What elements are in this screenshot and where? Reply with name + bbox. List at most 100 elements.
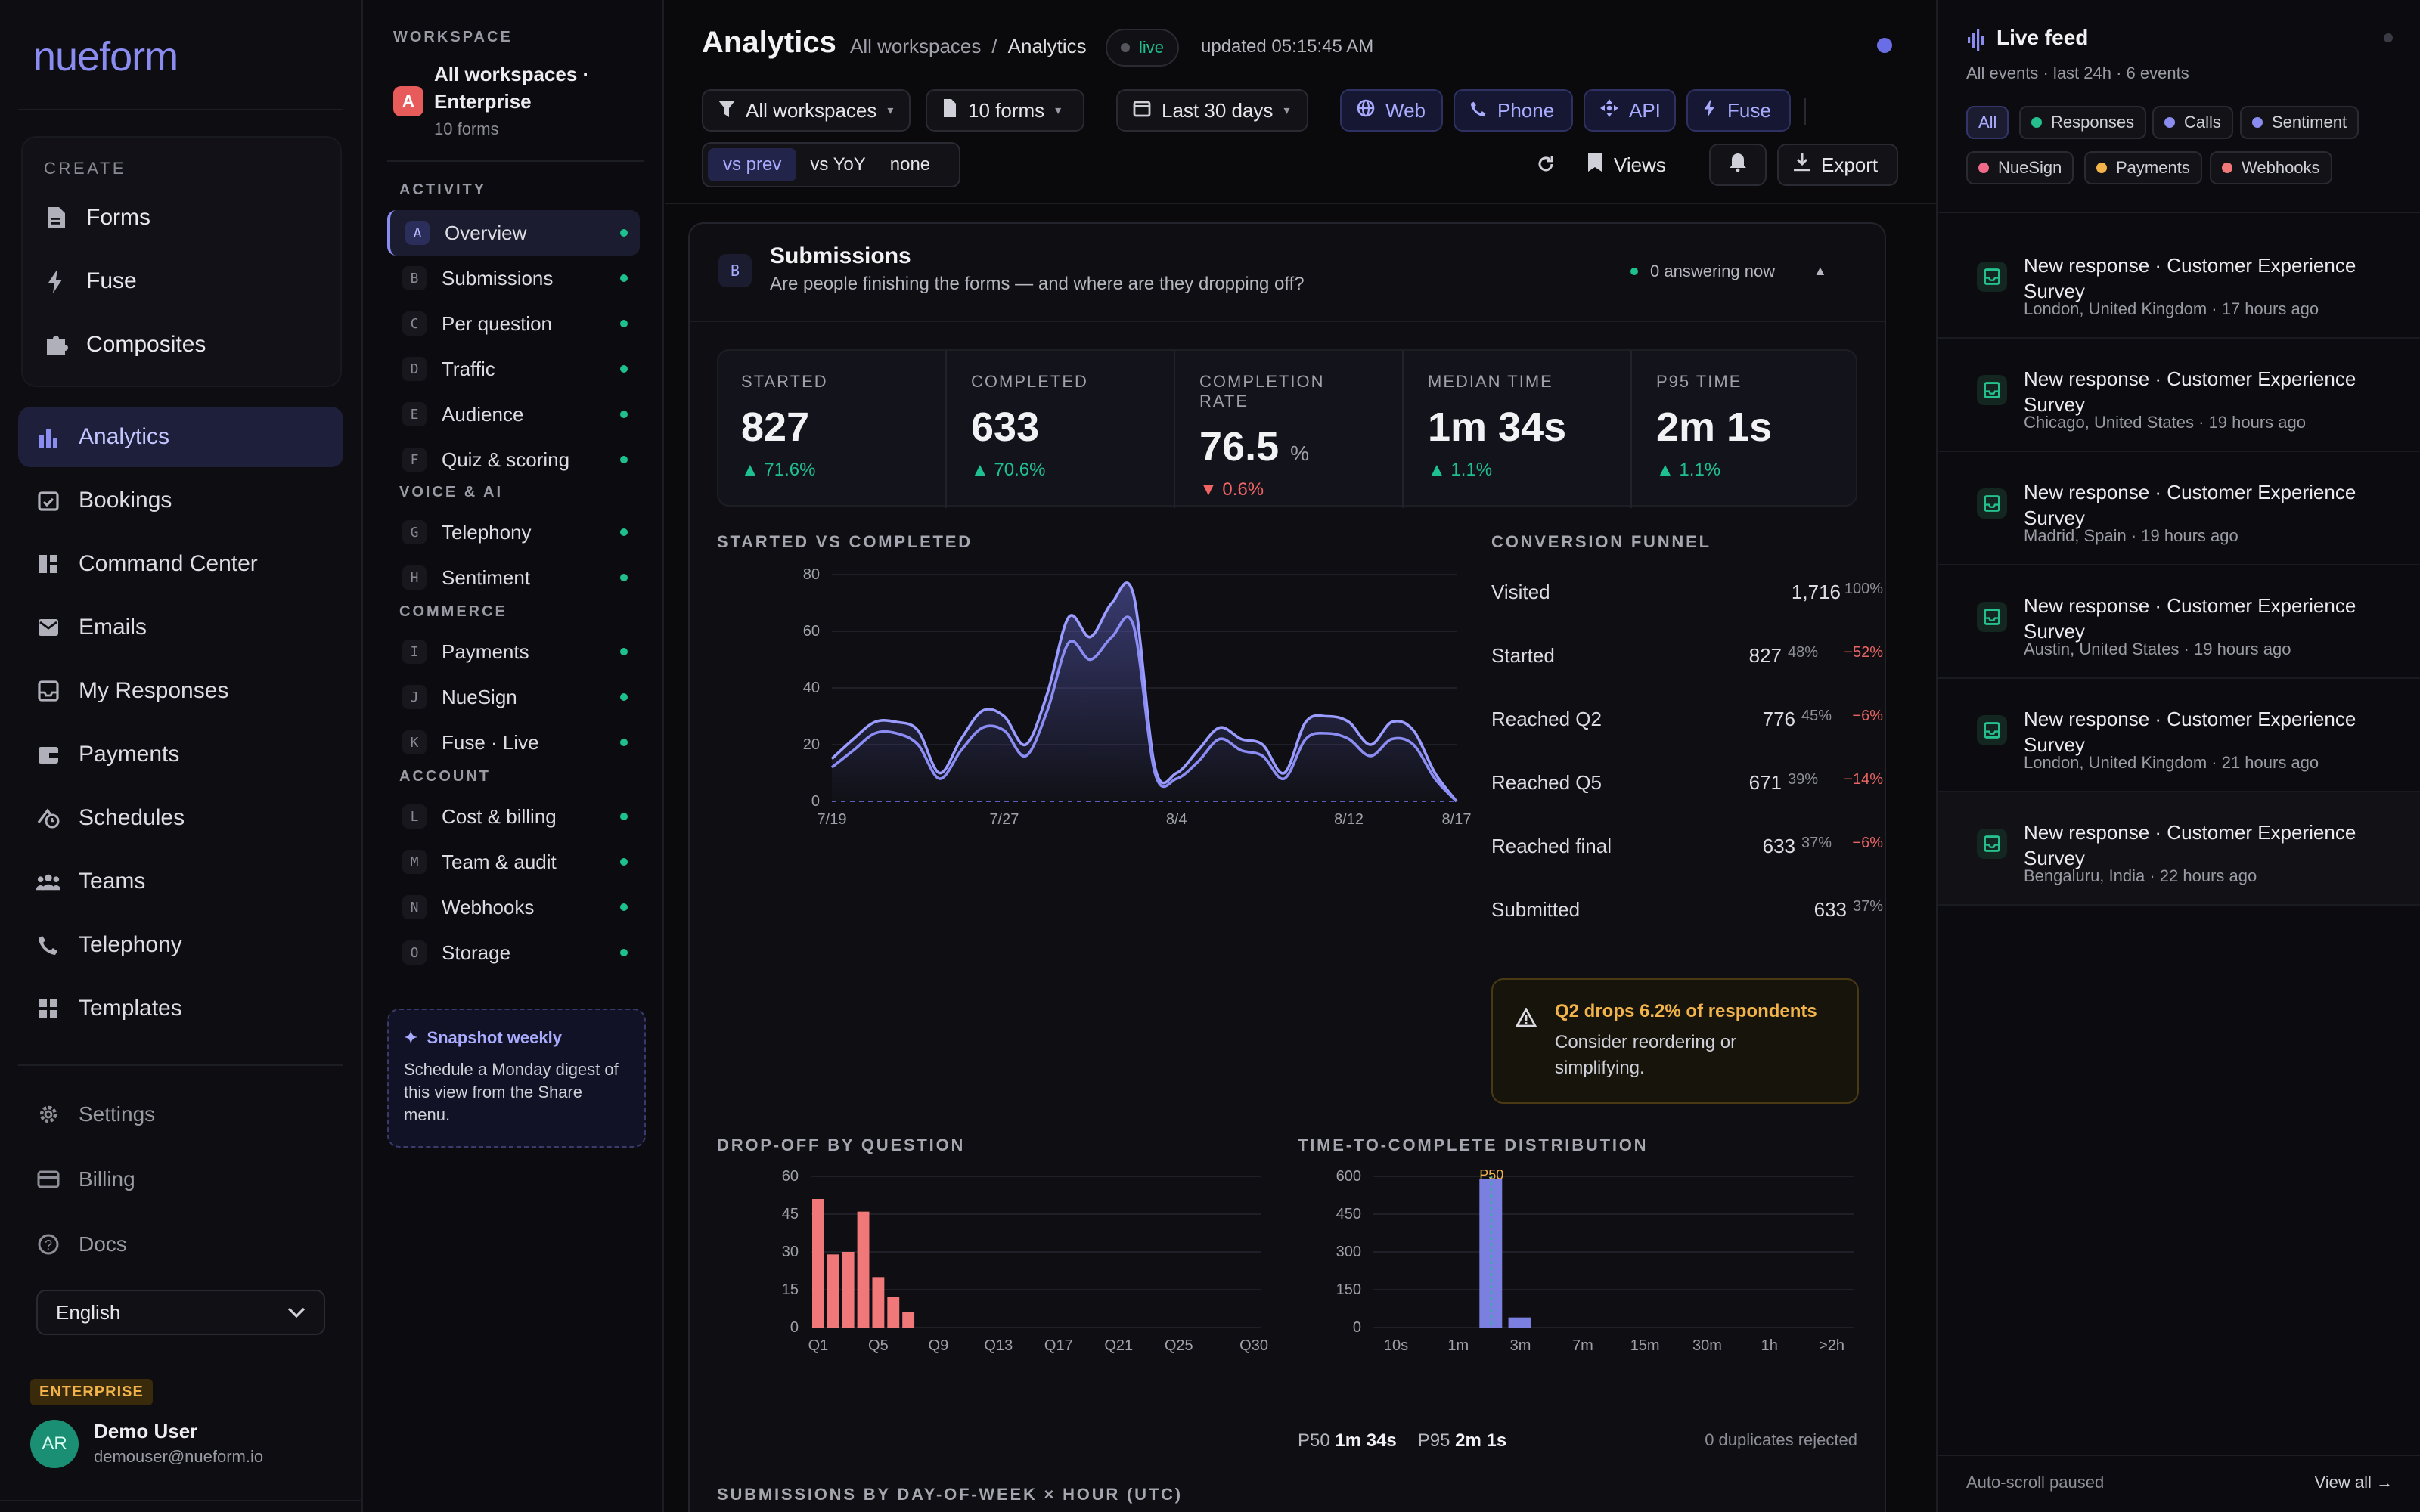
nav-item-schedules[interactable]: Schedules bbox=[18, 788, 343, 848]
feed-item[interactable]: New response · Customer Experience Surve… bbox=[1938, 565, 2420, 679]
conversion-funnel: Visited 1,716 100% Started 827 48% −52% Reach… bbox=[1491, 581, 1892, 928]
section-item-payments[interactable]: I Payments bbox=[387, 629, 640, 674]
x-tick-label: 1m bbox=[1447, 1337, 1469, 1354]
feed-item[interactable]: New response · Customer Experience Surve… bbox=[1938, 339, 2420, 452]
feed-filter-all[interactable]: All bbox=[1966, 106, 2009, 139]
section-item-quiz-scoring[interactable]: F Quiz & scoring bbox=[387, 437, 640, 482]
source-chip-web[interactable]: Web bbox=[1340, 89, 1443, 132]
page-title: Analytics bbox=[702, 26, 836, 59]
section-item-cost-billing[interactable]: L Cost & billing bbox=[387, 794, 640, 839]
shortcut-key: M bbox=[402, 850, 427, 874]
view-all-link[interactable]: View all → bbox=[2314, 1473, 2393, 1492]
compare-none[interactable]: none bbox=[889, 154, 931, 175]
section-item-webhooks[interactable]: N Webhooks bbox=[387, 885, 640, 930]
compare-vs-prev[interactable]: vs prev bbox=[708, 148, 797, 181]
globe-icon bbox=[1357, 99, 1375, 122]
collapse-button[interactable]: ▲ bbox=[1813, 263, 1827, 278]
bolt-icon bbox=[1703, 98, 1717, 122]
x-tick-label: 10s bbox=[1384, 1337, 1408, 1354]
primary-sidebar: nueform CREATE Forms Fuse Composites Ana… bbox=[0, 0, 363, 1512]
section-item-submissions[interactable]: B Submissions bbox=[387, 256, 640, 301]
alert-text: Consider reordering or simplifying. bbox=[1555, 1032, 1737, 1078]
section-item-team-audit[interactable]: M Team & audit bbox=[387, 839, 640, 885]
section-item-per-question[interactable]: C Per question bbox=[387, 301, 640, 346]
create-forms[interactable]: Forms bbox=[44, 192, 150, 243]
date-range-filter[interactable]: Last 30 days ▾ bbox=[1116, 89, 1308, 132]
feed-filter-payments[interactable]: Payments bbox=[2084, 151, 2202, 184]
nav-item-teams[interactable]: Teams bbox=[18, 851, 343, 912]
feed-filter-sentiment[interactable]: Sentiment bbox=[2240, 106, 2360, 139]
section-item-sentiment[interactable]: H Sentiment bbox=[387, 555, 640, 600]
funnel-label: Reached Q2 bbox=[1491, 708, 1602, 730]
section-item-telephony[interactable]: G Telephony bbox=[387, 510, 640, 555]
nav-item-bookings[interactable]: Bookings bbox=[18, 470, 343, 531]
export-button[interactable]: Export bbox=[1777, 144, 1898, 186]
divider bbox=[18, 1064, 343, 1066]
language-select[interactable]: English bbox=[36, 1290, 325, 1335]
views-button[interactable]: Views bbox=[1588, 145, 1666, 184]
section-item-audience[interactable]: E Audience bbox=[387, 392, 640, 437]
nav-item-templates[interactable]: Templates bbox=[18, 978, 343, 1039]
section-item-storage[interactable]: O Storage bbox=[387, 930, 640, 975]
feed-item-title: New response · Customer Experience Surve… bbox=[2024, 481, 2356, 529]
nav-item-docs[interactable]: ? Docs bbox=[18, 1217, 127, 1272]
grid-icon bbox=[36, 996, 60, 1021]
filter-label: Responses bbox=[2051, 113, 2135, 132]
avatar[interactable]: AR bbox=[30, 1420, 79, 1468]
shortcut-key: G bbox=[402, 520, 427, 544]
funnel-drop: −52% bbox=[1844, 644, 1883, 661]
kpi-label: P95 TIME bbox=[1656, 372, 1742, 391]
nav-item-billing[interactable]: Billing bbox=[18, 1152, 135, 1207]
feed-filter-webhooks[interactable]: Webhooks bbox=[2210, 151, 2332, 184]
nav-item-my-responses[interactable]: My Responses bbox=[18, 661, 343, 721]
nav-label: Bookings bbox=[79, 488, 172, 513]
section-item-fuse-live[interactable]: K Fuse · Live bbox=[387, 720, 640, 765]
live-label: live bbox=[1139, 38, 1165, 57]
nav-item-payments[interactable]: Payments bbox=[18, 724, 343, 785]
compare-vs-yoy[interactable]: vs YoY bbox=[810, 154, 866, 175]
section-item-traffic[interactable]: D Traffic bbox=[387, 346, 640, 392]
nav-item-emails[interactable]: Emails bbox=[18, 597, 343, 658]
feed-filter-calls[interactable]: Calls bbox=[2152, 106, 2233, 139]
nueform-logo[interactable]: nueform bbox=[33, 34, 178, 79]
status-dot bbox=[620, 365, 628, 373]
y-tick-label: 45 bbox=[782, 1206, 799, 1222]
nav-label: Docs bbox=[79, 1232, 127, 1256]
breadcrumb-root[interactable]: All workspaces bbox=[850, 35, 982, 57]
feed-item[interactable]: New response · Customer Experience Surve… bbox=[1938, 452, 2420, 565]
nav-item-command-center[interactable]: Command Center bbox=[18, 534, 343, 594]
phone-icon bbox=[1470, 99, 1487, 122]
feed-filter-responses[interactable]: Responses bbox=[2019, 106, 2147, 139]
nav-item-telephony[interactable]: Telephony bbox=[18, 915, 343, 975]
nav-item-analytics[interactable]: Analytics bbox=[18, 407, 343, 467]
y-tick-label: 30 bbox=[782, 1244, 799, 1260]
source-chip-fuse[interactable]: Fuse bbox=[1686, 89, 1791, 132]
refresh-button[interactable] bbox=[1532, 151, 1559, 178]
section-item-overview[interactable]: A Overview bbox=[387, 210, 640, 256]
nav-item-settings[interactable]: Settings bbox=[18, 1087, 155, 1142]
p50-value: 1m 34s bbox=[1335, 1430, 1397, 1451]
workspace-switcher[interactable]: All workspaces · Enterprise bbox=[434, 60, 646, 115]
kpi-median-time: MEDIAN TIME 1m 34s ▲ 1.1% bbox=[1402, 351, 1630, 508]
source-chip-api[interactable]: API bbox=[1584, 89, 1676, 132]
document-icon bbox=[44, 206, 68, 230]
create-composites[interactable]: Composites bbox=[44, 319, 206, 370]
section-label: Sentiment bbox=[442, 565, 531, 589]
snapshot-weekly-card[interactable]: ✦ Snapshot weekly Schedule a Monday dige… bbox=[387, 1009, 646, 1148]
help-icon: ? bbox=[36, 1232, 60, 1256]
workspace-avatar: A bbox=[393, 86, 424, 116]
alerts-button[interactable] bbox=[1709, 144, 1767, 186]
source-chip-phone[interactable]: Phone bbox=[1454, 89, 1573, 132]
feed-item[interactable]: New response · Customer Experience Surve… bbox=[1938, 225, 2420, 339]
x-tick-label: Q13 bbox=[984, 1337, 1013, 1354]
create-fuse[interactable]: Fuse bbox=[44, 256, 137, 307]
workspace-filter[interactable]: All workspaces ▾ bbox=[702, 89, 911, 132]
section-label: Audience bbox=[442, 402, 524, 426]
forms-filter[interactable]: 10 forms ▾ bbox=[926, 89, 1084, 132]
section-item-nuesign[interactable]: J NueSign bbox=[387, 674, 640, 720]
feed-filter-nuesign[interactable]: NueSign bbox=[1966, 151, 2074, 184]
feed-item[interactable]: New response · Customer Experience Surve… bbox=[1938, 679, 2420, 792]
breadcrumb: All workspaces / Analytics bbox=[850, 35, 1087, 58]
feed-item[interactable]: New response · Customer Experience Surve… bbox=[1938, 792, 2420, 906]
dropoff-bar bbox=[812, 1199, 824, 1328]
